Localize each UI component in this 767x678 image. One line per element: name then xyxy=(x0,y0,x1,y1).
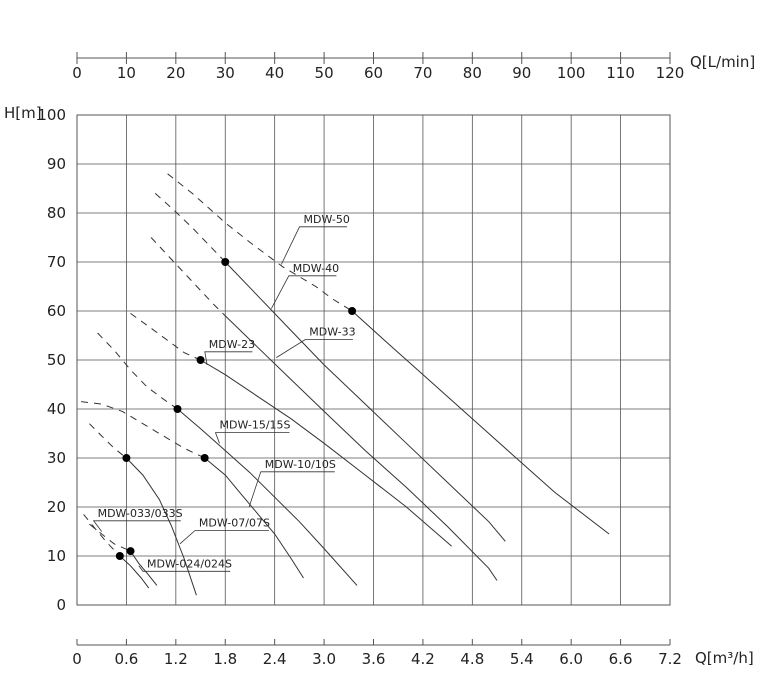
curve-dashed-mdw-07-07s xyxy=(89,423,127,459)
y-tick-label: 50 xyxy=(47,351,66,369)
operating-point-marker xyxy=(200,454,209,462)
label-leader xyxy=(204,351,253,365)
x-tick-label: 3.6 xyxy=(362,650,386,668)
curve-solid-mdw-10-10s xyxy=(204,457,304,579)
curve-solid-mdw-33 xyxy=(224,315,498,581)
x2-tick-label: 110 xyxy=(606,64,635,82)
y-tick-label: 100 xyxy=(37,106,66,124)
y-tick-label: 60 xyxy=(47,302,66,320)
x-tick-label: 7.2 xyxy=(658,650,682,668)
y-tick-label: 90 xyxy=(47,155,66,173)
x2-tick-label: 10 xyxy=(117,64,136,82)
curve-dashed-mdw-033-033s xyxy=(83,514,121,557)
curve-label: MDW-23 xyxy=(209,338,255,351)
plot-frame xyxy=(76,114,671,606)
grid xyxy=(76,114,671,606)
x-axis-label: Q[m³/h] xyxy=(695,649,754,667)
operating-point-marker xyxy=(115,552,124,560)
pump-curves xyxy=(81,173,610,596)
x2-tick-label: 0 xyxy=(72,64,82,82)
curve-dashed-mdw-40 xyxy=(154,193,226,263)
curve-solid-mdw-033-033s xyxy=(119,555,150,589)
x-tick-label: 2.4 xyxy=(263,650,287,668)
curve-dashed-mdw-33 xyxy=(150,237,226,317)
y-axis-label: H[m] xyxy=(4,104,42,122)
x-tick-label: 4.2 xyxy=(411,650,435,668)
label-leader xyxy=(248,471,335,508)
curve-labels: MDW-50 MDW-40 MDW-33 MDW-23 MDW-15/15S MDW-10… xyxy=(92,213,356,572)
curve-dashed-mdw-10-10s xyxy=(81,401,205,459)
x-tick-label: 1.8 xyxy=(213,650,237,668)
top-axis-lmin: 0 10 20 30 40 50 60 70 80 90 100 110 120 xyxy=(72,52,684,82)
x-tick-label: 5.4 xyxy=(510,650,534,668)
y-tick-label: 30 xyxy=(47,449,66,467)
x-tick-label: 1.2 xyxy=(164,650,188,668)
curve-dashed-mdw-15-15s xyxy=(97,332,178,410)
x-tick-label: 6.6 xyxy=(609,650,633,668)
operating-point-marker xyxy=(126,547,135,556)
y-tick-label: 0 xyxy=(56,596,66,614)
operating-points xyxy=(115,258,357,560)
operating-point-marker xyxy=(173,405,182,413)
x2-tick-label: 90 xyxy=(512,64,531,82)
x-tick-label: 3.0 xyxy=(312,650,336,668)
y-tick-label: 40 xyxy=(47,400,66,418)
curve-label: MDW-50 xyxy=(303,213,349,226)
x2-tick-label: 100 xyxy=(557,64,586,82)
x2-tick-label: 70 xyxy=(413,64,432,82)
operating-point-marker xyxy=(196,356,205,364)
label-leader xyxy=(271,275,337,309)
y-axis-head: 0 10 20 30 40 50 60 70 80 90 100 xyxy=(37,106,66,614)
curve-solid-mdw-024-024s xyxy=(130,550,158,586)
x2-tick-label: 80 xyxy=(463,64,482,82)
operating-point-marker xyxy=(122,454,131,462)
curve-solid-mdw-50 xyxy=(351,310,610,535)
curve-solid-mdw-23 xyxy=(200,359,453,547)
label-leader xyxy=(138,565,231,572)
bottom-axis-m3h: 0 0.6 1.2 1.8 2.4 3.0 3.6 4.2 4.8 5.4 6.0 6.6 7.2 xyxy=(72,639,682,668)
curve-label: MDW-33 xyxy=(309,326,355,339)
label-leader xyxy=(214,432,290,444)
x-tick-label: 4.8 xyxy=(460,650,484,668)
curve-label: MDW-40 xyxy=(293,262,339,275)
curve-label: MDW-024/024S xyxy=(147,557,232,570)
y-tick-label: 70 xyxy=(47,253,66,271)
curve-dashed-mdw-024-024s xyxy=(89,523,131,552)
label-leader xyxy=(179,530,269,545)
curve-solid-mdw-07-07s xyxy=(126,457,197,596)
x2-tick-label: 40 xyxy=(265,64,284,82)
curve-label: MDW-07/07S xyxy=(199,517,270,530)
y-tick-label: 20 xyxy=(47,498,66,516)
y-tick-label: 80 xyxy=(47,204,66,222)
x2-tick-label: 30 xyxy=(216,64,235,82)
x-tick-label: 0 xyxy=(72,650,82,668)
x2-tick-label: 60 xyxy=(364,64,383,82)
x-tick-label: 6.0 xyxy=(559,650,583,668)
curve-label: MDW-033/033S xyxy=(98,507,183,520)
operating-point-marker xyxy=(221,258,230,266)
label-leader xyxy=(276,339,353,358)
operating-point-marker xyxy=(348,307,357,315)
x-tick-label: 0.6 xyxy=(114,650,138,668)
curve-label: MDW-10/10S xyxy=(265,458,336,471)
x2-tick-label: 50 xyxy=(315,64,334,82)
y-tick-label: 10 xyxy=(47,547,66,565)
curve-dashed-mdw-23 xyxy=(130,312,201,361)
x2-tick-label: 20 xyxy=(166,64,185,82)
curve-solid-mdw-40 xyxy=(224,261,506,542)
label-leader xyxy=(280,226,348,265)
x2-axis-label: Q[L/min] xyxy=(690,53,755,71)
x2-tick-label: 120 xyxy=(656,64,685,82)
curve-solid-mdw-15-15s xyxy=(177,408,358,586)
label-leader xyxy=(92,520,181,532)
curve-label: MDW-15/15S xyxy=(219,419,290,432)
